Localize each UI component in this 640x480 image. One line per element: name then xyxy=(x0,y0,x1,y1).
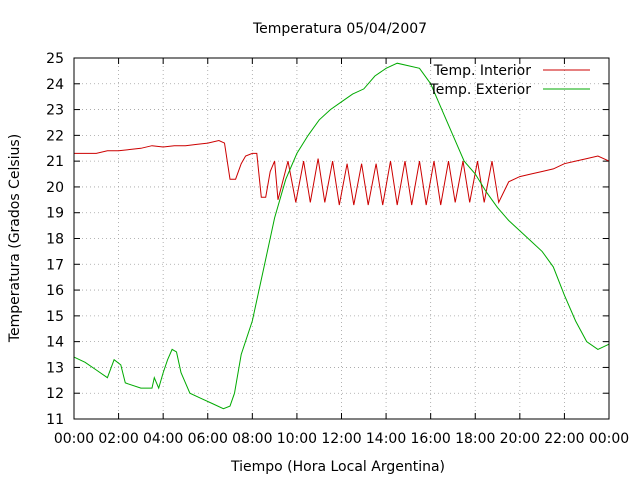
x-tick-label: 22:00 xyxy=(544,431,584,447)
plot-frame xyxy=(73,57,610,420)
legend-label: Temp. Exterior xyxy=(429,82,532,98)
y-tick-label: 18 xyxy=(46,232,64,248)
x-tick-label: 08:00 xyxy=(232,431,272,447)
x-tick-label: 18:00 xyxy=(455,431,495,447)
axis-ticks: 00:00 02:00 04:00 06:00 08:00 10:00 12:00 14:00… xyxy=(46,51,629,447)
x-tick-label: 00:00 xyxy=(54,431,94,447)
y-tick-label: 15 xyxy=(46,309,64,325)
x-tick-label: 20:00 xyxy=(500,431,540,447)
y-axis-label: Temperatura (Grados Celsius) xyxy=(7,134,23,343)
legend-label: Temp. Interior xyxy=(433,63,532,79)
y-tick-label: 16 xyxy=(46,283,64,299)
y-tick-label: 24 xyxy=(46,77,64,93)
x-tick-label: 16:00 xyxy=(410,431,450,447)
x-tick-label: 12:00 xyxy=(321,431,361,447)
x-tick-label: 00:00 xyxy=(589,431,629,447)
x-tick-label: 10:00 xyxy=(277,431,317,447)
y-tick-label: 13 xyxy=(46,360,64,376)
y-tick-label: 14 xyxy=(46,335,64,351)
y-tick-label: 19 xyxy=(46,206,64,222)
x-tick-label: 14:00 xyxy=(366,431,406,447)
legend: Temp. Interior Temp. Exterior xyxy=(429,63,590,98)
series-layer xyxy=(73,62,610,410)
y-tick-label: 25 xyxy=(46,51,64,67)
y-tick-label: 11 xyxy=(46,412,64,428)
grid-lines xyxy=(74,58,609,419)
series-line-interior xyxy=(74,139,610,206)
y-tick-label: 12 xyxy=(46,386,64,402)
x-axis-label: Tiempo (Hora Local Argentina) xyxy=(230,459,445,475)
chart-title: Temperatura 05/04/2007 xyxy=(252,21,427,37)
y-tick-label: 23 xyxy=(46,103,64,119)
series-line-exterior xyxy=(73,62,610,410)
y-tick-label: 20 xyxy=(46,180,64,196)
y-tick-label: 21 xyxy=(46,154,64,170)
x-tick-label: 06:00 xyxy=(188,431,228,447)
x-tick-label: 04:00 xyxy=(143,431,183,447)
y-tick-label: 22 xyxy=(46,128,64,144)
y-tick-label: 17 xyxy=(46,257,64,273)
x-tick-label: 02:00 xyxy=(98,431,138,447)
